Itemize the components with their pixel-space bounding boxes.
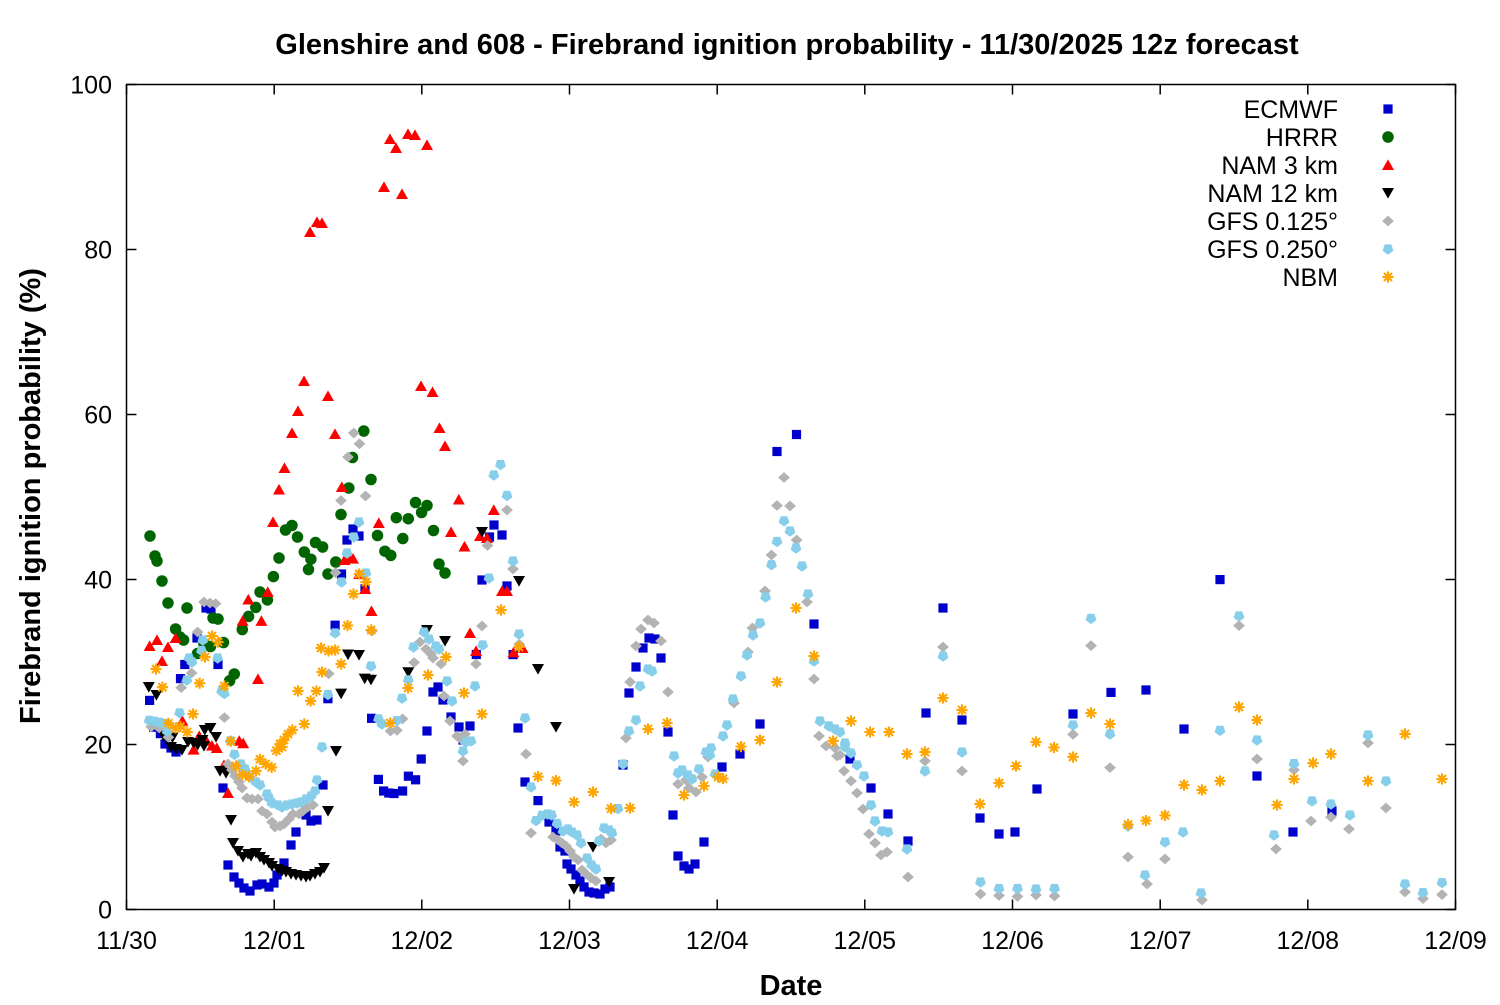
svg-text:NAM 3 km: NAM 3 km <box>1221 152 1338 180</box>
svg-text:12/03: 12/03 <box>538 927 601 955</box>
svg-text:Glenshire and 608 - Firebrand: Glenshire and 608 - Firebrand ignition p… <box>275 29 1299 61</box>
svg-text:Firebrand ignition probability: Firebrand ignition probability (%) <box>15 268 47 724</box>
svg-text:12/01: 12/01 <box>243 927 306 955</box>
svg-text:NAM 12 km: NAM 12 km <box>1207 180 1338 208</box>
svg-text:Date: Date <box>760 970 823 1000</box>
svg-text:11/30: 11/30 <box>96 927 157 955</box>
svg-text:100: 100 <box>70 72 112 100</box>
svg-text:HRRR: HRRR <box>1266 124 1338 152</box>
svg-text:60: 60 <box>84 402 112 430</box>
svg-text:12/06: 12/06 <box>981 927 1044 955</box>
svg-text:12/09: 12/09 <box>1424 927 1487 955</box>
svg-text:80: 80 <box>84 237 112 265</box>
svg-text:GFS 0.125°: GFS 0.125° <box>1207 208 1338 236</box>
svg-text:12/08: 12/08 <box>1277 927 1340 955</box>
svg-text:ECMWF: ECMWF <box>1244 96 1338 124</box>
svg-text:0: 0 <box>98 897 112 925</box>
svg-text:NBM: NBM <box>1282 264 1338 292</box>
svg-text:12/02: 12/02 <box>391 927 454 955</box>
svg-text:12/04: 12/04 <box>686 927 749 955</box>
svg-text:20: 20 <box>84 732 112 760</box>
svg-text:12/05: 12/05 <box>834 927 897 955</box>
svg-text:12/07: 12/07 <box>1129 927 1192 955</box>
svg-text:GFS 0.250°: GFS 0.250° <box>1207 236 1338 264</box>
svg-text:40: 40 <box>84 567 112 595</box>
